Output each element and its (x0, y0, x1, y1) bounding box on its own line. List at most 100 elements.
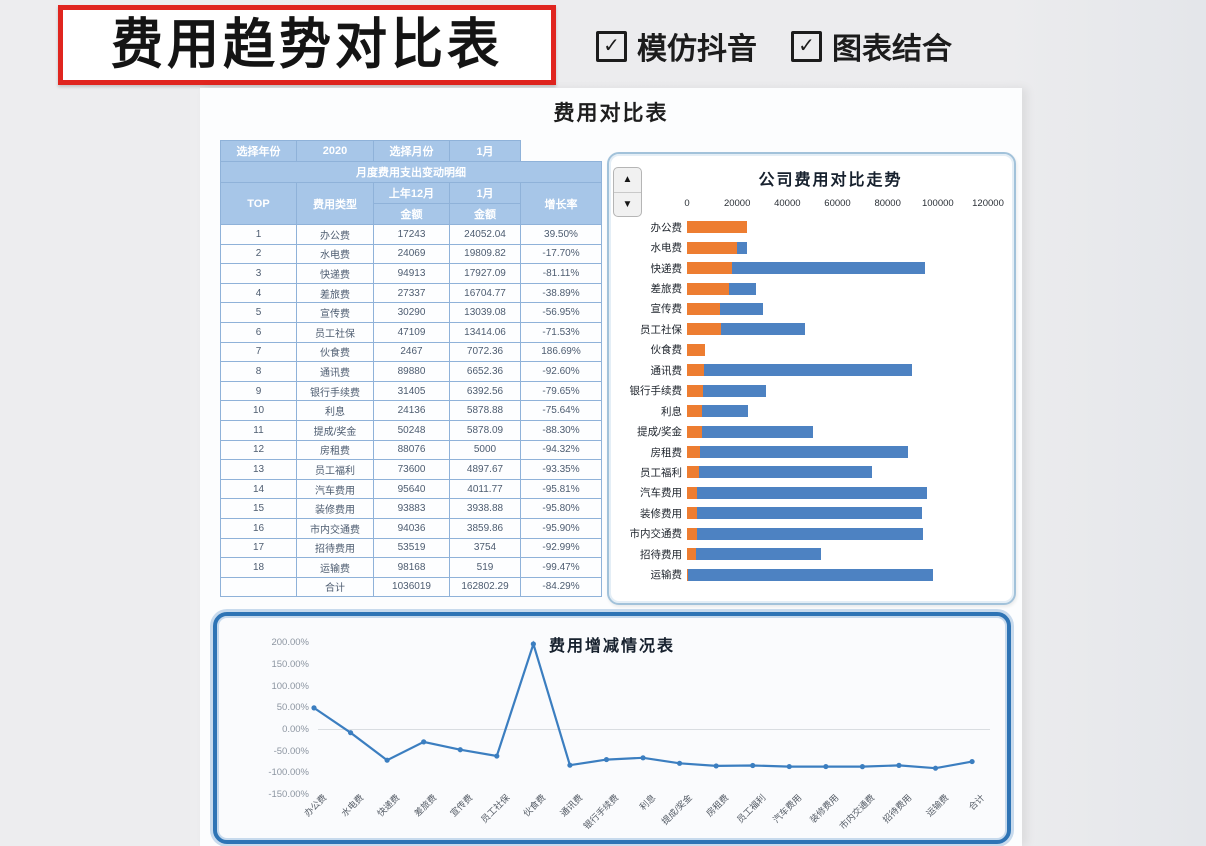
table-cell-curr: 17927.09 (449, 263, 521, 284)
month-selector-label[interactable]: 选择月份 (373, 140, 450, 162)
table-cell-top (220, 576, 297, 598)
table-cell-category: 合计 (296, 576, 374, 598)
bar-category-label: 水电费 (650, 242, 683, 255)
bar-row: 利息 (616, 401, 1008, 421)
table-cell-prev: 31405 (373, 380, 450, 402)
bar-track (687, 466, 988, 479)
bar-row: 伙食费 (616, 340, 1008, 360)
table-row: 14 汽车费用 95640 4011.77 -95.81% (220, 478, 602, 500)
x-tick-label: 40000 (774, 198, 801, 209)
table-cell-rate: 39.50% (520, 224, 602, 245)
bar-row: 提成/奖金 (616, 421, 1008, 441)
table-cell-prev: 47109 (373, 321, 450, 343)
bar-track (687, 486, 988, 499)
bar-track (687, 548, 988, 561)
table-cell-curr: 4011.77 (449, 478, 521, 500)
column-header-top: TOP (220, 182, 297, 225)
bar-curr-month (687, 405, 702, 418)
bar-category-label: 银行手续费 (629, 385, 683, 398)
checkbox-label: 模仿抖音 (637, 33, 757, 66)
table-cell-top: 5 (220, 302, 297, 323)
column-header-amount: 金额 (449, 203, 521, 225)
table-cell-prev: 50248 (373, 419, 450, 441)
bar-curr-month (687, 241, 737, 254)
x-tick-label: 80000 (874, 198, 901, 209)
bar-chart-plot: 办公费 水电费 快递费 差旅费 宣传费 员工社保 伙食费 通讯费 银行手续费 利息 提成/奖金 房租费… (616, 217, 1008, 585)
table-cell-rate: -75.64% (520, 400, 602, 421)
table-cell-top: 14 (220, 478, 297, 500)
table-cell-prev: 17243 (373, 224, 450, 245)
table-cell-curr: 3859.86 (449, 517, 521, 539)
table-row: 16 市内交通费 94036 3859.86 -95.90% (220, 517, 602, 539)
bar-category-label: 伙食费 (650, 344, 683, 357)
bar-category-label: 快递费 (650, 262, 683, 275)
bar-category-label: 提成/奖金 (637, 426, 682, 439)
year-selector-value[interactable]: 2020 (296, 140, 374, 162)
table-cell-rate: 186.69% (520, 341, 602, 363)
table-row: 7 伙食费 2467 7072.36 186.69% (220, 341, 602, 363)
bar-prev-month (687, 364, 913, 377)
table-row: 5 宣传费 30290 13039.08 -56.95% (220, 302, 602, 323)
bar-row: 快递费 (616, 258, 1008, 278)
y-tick-label: 0.00% (282, 724, 309, 735)
line-chart-panel: 费用增减情况表 200.00% 150.00% 100.00% 50.00% 0.00%… (213, 612, 1011, 844)
line-point (311, 705, 317, 711)
table-cell-prev: 88076 (373, 439, 450, 461)
table-row: 17 招待费用 53519 3754 -92.99% (220, 537, 602, 559)
spin-down-button[interactable]: ▼ (622, 198, 633, 210)
table-row: 合计 1036019 162802.29 -84.29% (220, 576, 602, 598)
table-cell-rate: -56.95% (520, 302, 602, 323)
bar-row: 装修费用 (616, 503, 1008, 523)
table-cell-rate: -17.70% (520, 243, 602, 265)
checkbox-chart-combined: ✓ 图表结合 (791, 24, 952, 68)
line-point (786, 763, 792, 770)
bar-row: 银行手续费 (616, 381, 1008, 401)
table-cell-prev: 2467 (373, 341, 450, 363)
bar-prev-month (687, 568, 934, 581)
bar-track (687, 241, 988, 254)
bar-curr-month (687, 282, 729, 295)
banner-title: 费用趋势对比表 (110, 14, 503, 76)
table-cell-prev: 27337 (373, 282, 450, 304)
line-point (896, 762, 902, 768)
bar-track (687, 405, 988, 418)
month-selector-value[interactable]: 1月 (449, 140, 521, 162)
table-row: 18 运输费 98168 519 -99.47% (220, 557, 602, 578)
table-cell-rate: -95.90% (520, 517, 602, 539)
growth-rate-line (313, 640, 973, 770)
bar-track (687, 425, 988, 438)
bar-row: 员工福利 (616, 462, 1008, 482)
table-cell-top: 2 (220, 243, 297, 265)
column-header-amount: 金额 (373, 203, 450, 225)
bar-row: 宣传费 (616, 299, 1008, 319)
table-cell-top: 9 (220, 380, 297, 402)
bar-curr-month (687, 221, 748, 234)
bar-prev-month (687, 446, 908, 459)
spin-up-button[interactable]: ▲ (614, 168, 641, 193)
bar-curr-month (687, 568, 689, 581)
table-subtitle: 月度费用支出变动明细 (220, 161, 602, 183)
bar-track (687, 364, 988, 377)
table-cell-prev: 94913 (373, 263, 450, 284)
bar-track (687, 282, 988, 295)
table-cell-category: 银行手续费 (296, 380, 374, 402)
table-row: 12 房租费 88076 5000 -94.32% (220, 439, 602, 461)
year-selector-label[interactable]: 选择年份 (220, 140, 297, 162)
bar-curr-month (687, 466, 700, 479)
table-cell-category: 市内交通费 (296, 517, 374, 539)
table-cell-curr: 24052.04 (449, 224, 521, 245)
table-cell-top: 12 (220, 439, 297, 461)
bar-prev-month (687, 405, 748, 418)
line-point (859, 764, 866, 770)
line-point (384, 757, 390, 763)
table-row: 2 水电费 24069 19809.82 -17.70% (220, 243, 602, 265)
bar-category-label: 市内交通费 (629, 528, 683, 541)
bar-track (687, 527, 988, 540)
line-point (347, 730, 354, 736)
y-tick-label: -150.00% (268, 789, 309, 801)
bar-row: 招待费用 (616, 544, 1008, 564)
table-cell-rate: -95.80% (520, 498, 602, 519)
x-tick-label: 120000 (972, 198, 1004, 209)
bar-row: 运输费 (616, 564, 1008, 584)
